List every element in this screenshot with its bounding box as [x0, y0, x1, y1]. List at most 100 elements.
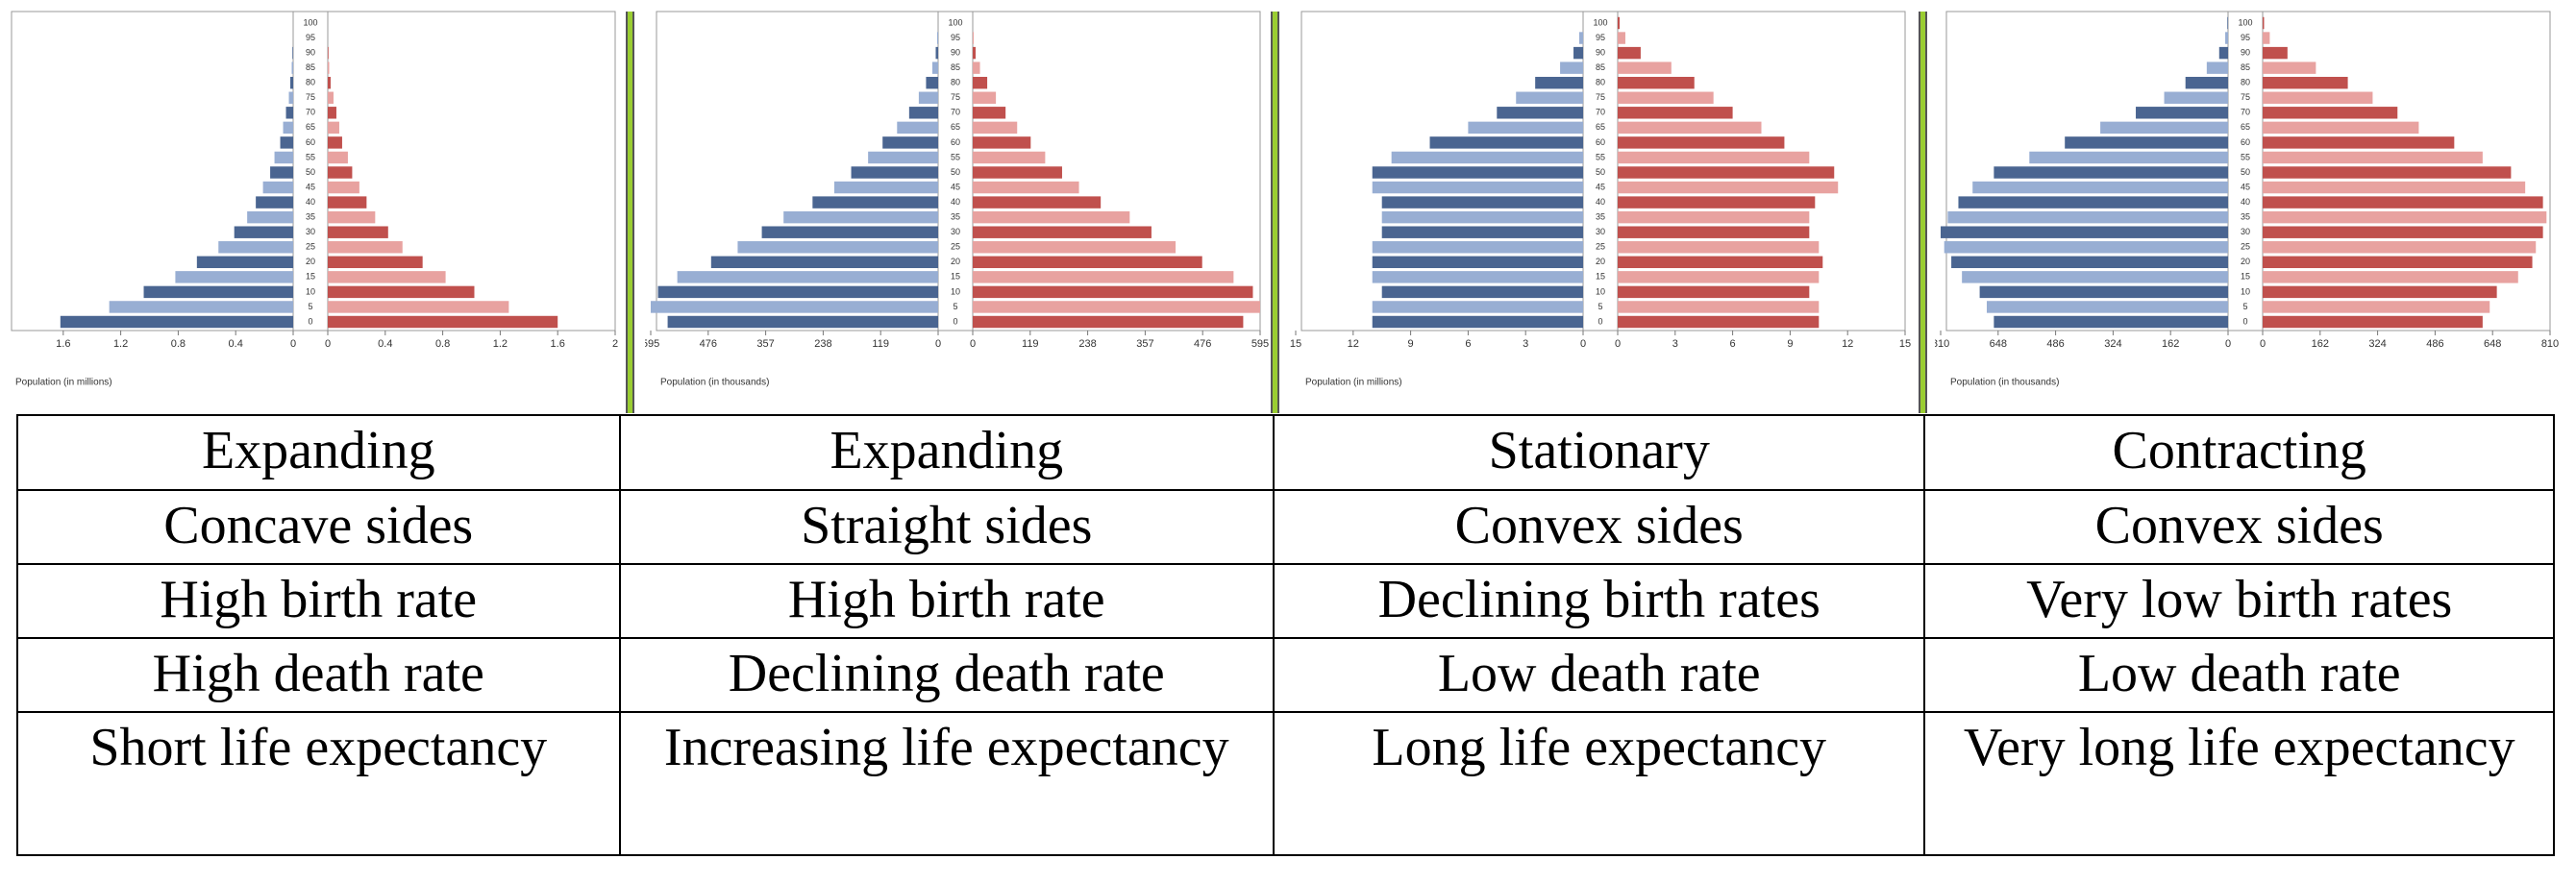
- population-bar: [328, 256, 423, 269]
- population-bar: [1372, 271, 1583, 283]
- age-label: 90: [951, 47, 960, 57]
- population-bar: [1618, 91, 1714, 104]
- population-bar: [1391, 151, 1583, 164]
- population-bar: [1497, 107, 1583, 119]
- age-label: 70: [2241, 108, 2250, 117]
- population-bar: [2263, 121, 2419, 135]
- population-bar: [973, 91, 997, 104]
- population-bar: [288, 91, 293, 104]
- age-label: 75: [951, 92, 960, 102]
- age-label: 35: [2241, 212, 2250, 222]
- population-bar: [868, 151, 938, 164]
- table-cell: Expanding: [16, 414, 621, 491]
- population-bar: [1516, 91, 1583, 104]
- chart-panel: 0 5 10 15 20 25 30 35 40 45 50 55 60 65 70 75 80 85 90 95 10…: [0, 0, 644, 413]
- population-bar: [328, 166, 353, 179]
- age-label: 50: [1596, 167, 1605, 177]
- population-bar: [1941, 226, 2228, 238]
- table-cell: Stationary: [1272, 414, 1926, 491]
- population-pyramid: 0 5 10 15 20 25 30 35 40 45 50 55 60 65 70 75 80 85 90 95 10…: [645, 11, 1269, 388]
- age-label: 80: [951, 78, 960, 87]
- population-bar: [851, 166, 938, 179]
- population-bar: [710, 256, 938, 269]
- population-bar: [1618, 136, 1785, 149]
- population-bar: [973, 301, 1260, 313]
- population-bar: [143, 285, 293, 299]
- age-label: 5: [1598, 302, 1602, 311]
- population-bar: [926, 76, 938, 89]
- age-label: 20: [2241, 257, 2250, 266]
- table-row: Concave sides Straight sides Convex sides C…: [16, 489, 2555, 565]
- x-tick-label: 0: [1580, 338, 1586, 350]
- population-bar: [2263, 241, 2537, 254]
- population-bar: [1994, 166, 2228, 179]
- population-bar: [109, 301, 293, 313]
- table-row: High birth rate High birth rate Declining …: [16, 563, 2555, 639]
- table-cell: High death rate: [16, 637, 621, 713]
- table-cell: High birth rate: [16, 563, 621, 639]
- table-cell: Convex sides: [1272, 489, 1926, 565]
- table-cell: Very long life expectancy: [1923, 711, 2555, 856]
- age-label: 95: [951, 33, 960, 42]
- population-bar: [328, 285, 475, 299]
- population-bar: [1618, 166, 1835, 179]
- population-bar: [1618, 301, 1820, 313]
- age-label: 45: [1596, 182, 1605, 191]
- population-bar: [2263, 210, 2547, 224]
- x-tick-label: 357: [1136, 338, 1153, 350]
- x-tick-label: 2: [612, 338, 618, 350]
- x-tick-label: 6: [1465, 338, 1471, 350]
- population-bar: [328, 91, 334, 104]
- population-bar: [2263, 136, 2455, 149]
- population-bar: [196, 256, 293, 269]
- population-bar: [2206, 61, 2228, 74]
- age-label: 30: [1596, 227, 1605, 236]
- summary-table: Expanding Expanding Stationary Contracting C…: [16, 414, 2555, 856]
- population-bar: [2263, 301, 2490, 313]
- age-label: 75: [306, 92, 315, 102]
- age-label: 100: [303, 17, 317, 27]
- age-label: 35: [951, 212, 960, 222]
- population-bar: [328, 226, 388, 238]
- age-label: 90: [2241, 47, 2250, 57]
- age-label: 40: [1596, 197, 1605, 207]
- x-tick-label: 810: [2541, 338, 2559, 350]
- population-bar: [1618, 256, 1823, 269]
- population-bar: [328, 61, 330, 74]
- population-bar: [973, 241, 1177, 254]
- table-cell: Expanding: [618, 414, 1276, 491]
- x-tick-label: 0.4: [229, 338, 243, 350]
- age-label: 40: [306, 197, 315, 207]
- population-bar: [973, 32, 975, 44]
- x-tick-label: 1.2: [493, 338, 508, 350]
- age-label: 25: [951, 242, 960, 252]
- population-bar: [973, 107, 1006, 119]
- age-label: 65: [951, 122, 960, 132]
- age-label: 50: [2241, 167, 2250, 177]
- population-bar: [1944, 241, 2228, 254]
- population-bar: [2065, 136, 2228, 149]
- population-bar: [270, 166, 293, 179]
- population-bar: [1986, 301, 2228, 313]
- population-bar: [2029, 151, 2228, 164]
- age-label: 100: [2238, 17, 2252, 27]
- population-bar: [2263, 256, 2533, 269]
- age-label: 0: [2242, 316, 2247, 326]
- population-bar: [234, 226, 293, 238]
- x-tick-label: 476: [700, 338, 717, 350]
- population-bar: [761, 226, 938, 238]
- population-bar: [328, 46, 329, 60]
- population-bar: [262, 181, 293, 194]
- population-bar: [1618, 226, 1810, 238]
- table-cell: Declining birth rates: [1272, 563, 1926, 639]
- population-bar: [1618, 76, 1695, 89]
- population-bar: [2263, 61, 2316, 74]
- population-bar: [918, 91, 938, 104]
- age-label: 80: [1596, 78, 1605, 87]
- population-bar: [1618, 151, 1810, 164]
- population-bar: [973, 61, 980, 74]
- population-bar: [1951, 256, 2228, 269]
- population-bar: [1618, 107, 1733, 119]
- x-tick-label: 486: [2046, 338, 2064, 350]
- x-tick-label: 119: [1022, 338, 1039, 350]
